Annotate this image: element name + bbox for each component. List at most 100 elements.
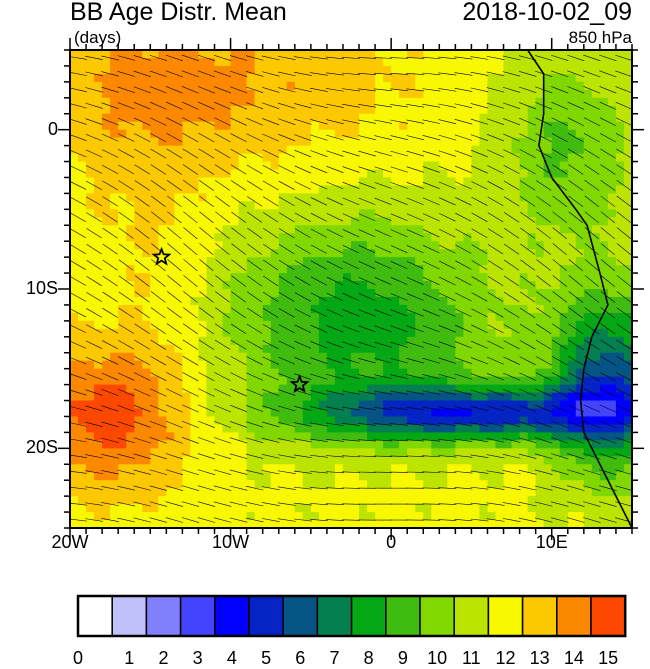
field-cell <box>359 146 368 155</box>
field-cell <box>303 353 312 362</box>
field-cell <box>223 50 232 59</box>
field-cell <box>110 249 119 258</box>
field-cell <box>471 74 480 83</box>
field-cell <box>463 305 472 314</box>
field-cell <box>110 289 119 298</box>
field-cell <box>126 480 135 489</box>
field-cell <box>600 377 609 386</box>
field-cell <box>520 472 529 481</box>
field-cell <box>407 241 416 250</box>
field-cell <box>528 114 537 123</box>
field-cell <box>215 440 224 449</box>
field-cell <box>383 464 392 473</box>
field-cell <box>479 361 488 370</box>
field-cell <box>608 385 617 394</box>
field-cell <box>423 329 432 338</box>
field-cell <box>158 90 167 99</box>
field-cell <box>584 512 593 521</box>
field-cell <box>287 50 296 59</box>
field-cell <box>616 217 625 226</box>
field-cell <box>247 504 256 513</box>
field-cell <box>520 122 529 131</box>
field-cell <box>335 98 344 107</box>
field-cell <box>343 377 352 386</box>
field-cell <box>616 377 625 386</box>
field-cell <box>110 177 119 186</box>
field-cell <box>319 409 328 418</box>
field-cell <box>231 504 240 513</box>
field-cell <box>255 289 264 298</box>
field-cell <box>166 217 175 226</box>
field-cell <box>608 432 617 441</box>
field-cell <box>94 98 103 107</box>
field-cell <box>471 337 480 346</box>
field-cell <box>223 289 232 298</box>
field-cell <box>343 241 352 250</box>
field-cell <box>231 58 240 67</box>
field-cell <box>351 209 360 218</box>
field-cell <box>263 146 272 155</box>
field-cell <box>190 464 199 473</box>
field-cell <box>166 98 175 107</box>
field-cell <box>263 233 272 242</box>
field-cell <box>239 185 248 194</box>
field-cell <box>279 361 288 370</box>
field-cell <box>375 456 384 465</box>
field-cell <box>231 90 240 99</box>
field-cell <box>142 448 151 457</box>
field-cell <box>279 185 288 194</box>
field-cell <box>231 313 240 322</box>
field-cell <box>327 345 336 354</box>
field-cell <box>86 345 95 354</box>
field-cell <box>608 209 617 218</box>
field-cell <box>447 209 456 218</box>
field-cell <box>206 170 215 179</box>
field-cell <box>520 401 529 410</box>
field-cell <box>166 393 175 402</box>
field-cell <box>279 138 288 147</box>
field-cell <box>351 98 360 107</box>
field-cell <box>584 496 593 505</box>
field-cell <box>616 393 625 402</box>
field-cell <box>375 409 384 418</box>
field-cell <box>182 201 191 210</box>
field-cell <box>271 98 280 107</box>
field-cell <box>576 496 585 505</box>
field-cell <box>592 512 601 521</box>
field-cell <box>311 361 320 370</box>
field-cell <box>126 98 135 107</box>
field-cell <box>487 488 496 497</box>
field-cell <box>512 456 521 465</box>
field-cell <box>134 138 143 147</box>
field-cell <box>600 385 609 394</box>
field-cell <box>142 416 151 425</box>
field-cell <box>487 409 496 418</box>
field-cell <box>86 313 95 322</box>
field-cell <box>439 496 448 505</box>
field-cell <box>343 424 352 433</box>
field-cell <box>592 345 601 354</box>
field-cell <box>447 257 456 266</box>
field-cell <box>255 448 264 457</box>
field-cell <box>391 58 400 67</box>
field-cell <box>600 58 609 67</box>
field-cell <box>78 512 87 521</box>
field-cell <box>118 377 127 386</box>
field-cell <box>399 353 408 362</box>
field-cell <box>174 409 183 418</box>
field-cell <box>198 170 207 179</box>
field-cell <box>287 225 296 234</box>
field-cell <box>536 345 545 354</box>
field-cell <box>415 464 424 473</box>
field-cell <box>528 217 537 226</box>
field-cell <box>319 337 328 346</box>
field-cell <box>496 241 505 250</box>
field-cell <box>223 98 232 107</box>
field-cell <box>536 456 545 465</box>
field-cell <box>616 345 625 354</box>
field-cell <box>110 512 119 521</box>
field-cell <box>118 249 127 258</box>
field-cell <box>255 217 264 226</box>
field-cell <box>431 257 440 266</box>
field-cell <box>215 401 224 410</box>
